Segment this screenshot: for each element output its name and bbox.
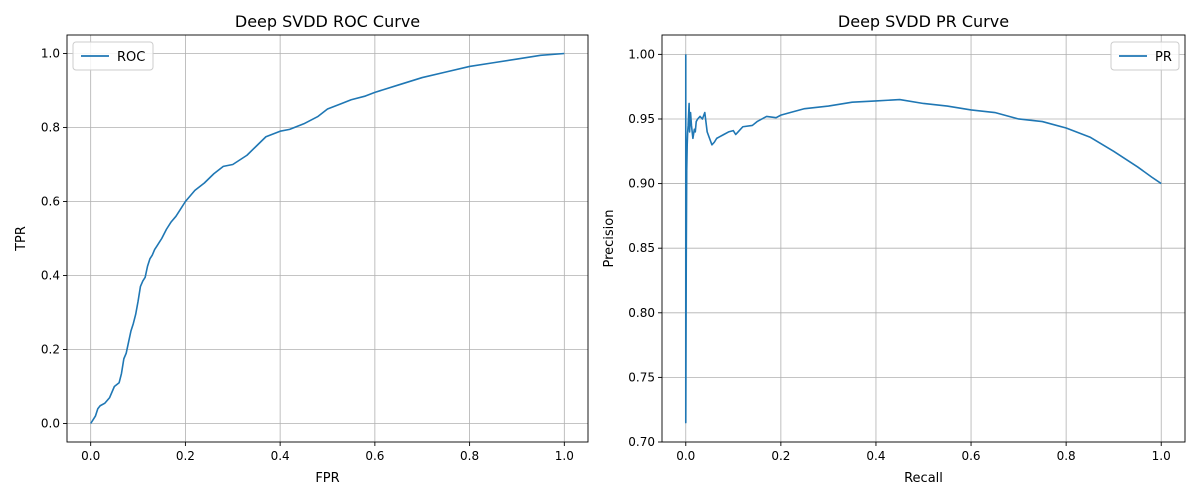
pr-x-tick-label: 0.6 — [961, 449, 980, 463]
roc-x-axis-label: FPR — [315, 471, 339, 486]
roc-y-tick-label: 0.2 — [41, 343, 60, 357]
roc-chart-title: Deep SVDD ROC Curve — [235, 12, 420, 31]
pr-y-tick-label: 0.85 — [628, 241, 655, 255]
pr-y-tick-label: 0.70 — [628, 435, 655, 449]
pr-y-tick-label: 0.90 — [628, 177, 655, 191]
pr-legend-label: PR — [1155, 50, 1172, 65]
roc-x-tick-label: 0.2 — [176, 449, 195, 463]
roc-x-tick-label: 0.4 — [271, 449, 290, 463]
pr-series-line — [684, 54, 1162, 424]
pr-x-axis-label: Recall — [904, 471, 943, 486]
pr-y-tick-label: 1.00 — [628, 47, 655, 61]
roc-y-tick-label: 0.6 — [41, 195, 60, 209]
roc-x-tick-label: 0.8 — [460, 449, 479, 463]
roc-legend-box — [72, 41, 154, 71]
pr-chart: 0.0 0.2 0.4 0.6 0.8 1.0 0.70 0.75 0.80 0.85 0.90 0.… — [602, 12, 1186, 486]
roc-axes-frame — [66, 34, 589, 443]
roc-x-tick-label: 1.0 — [555, 449, 574, 463]
pr-y-axis-label: Precision — [602, 209, 617, 267]
pr-chart-title: Deep SVDD PR Curve — [838, 12, 1009, 31]
pr-y-tick-label: 0.75 — [628, 370, 655, 384]
pr-x-tick-label: 0.2 — [771, 449, 790, 463]
pr-x-tick-label: 1.0 — [1152, 449, 1171, 463]
roc-x-tick-label: 0.6 — [365, 449, 384, 463]
roc-chart: 0.0 0.2 0.4 0.6 0.8 1.0 0.0 0.2 0.4 0.6 0.8 1.0 Deep… — [14, 12, 589, 486]
pr-x-tick-label: 0.8 — [1057, 449, 1076, 463]
pr-y-tick-label: 0.95 — [628, 112, 655, 126]
roc-y-tick-label: 0.0 — [41, 417, 60, 431]
roc-y-tick-label: 1.0 — [41, 47, 60, 61]
pr-axes-frame — [661, 34, 1186, 443]
pr-y-tick-label: 0.80 — [628, 306, 655, 320]
roc-x-tick-label: 0.0 — [81, 449, 100, 463]
pr-x-tick-label: 0.0 — [676, 449, 695, 463]
roc-y-tick-label: 0.8 — [41, 121, 60, 135]
roc-y-tick-label: 0.4 — [41, 269, 60, 283]
roc-legend-label: ROC — [117, 50, 145, 65]
pr-x-tick-label: 0.4 — [866, 449, 885, 463]
roc-y-axis-label: TPR — [14, 226, 29, 252]
roc-series-line — [90, 52, 565, 424]
